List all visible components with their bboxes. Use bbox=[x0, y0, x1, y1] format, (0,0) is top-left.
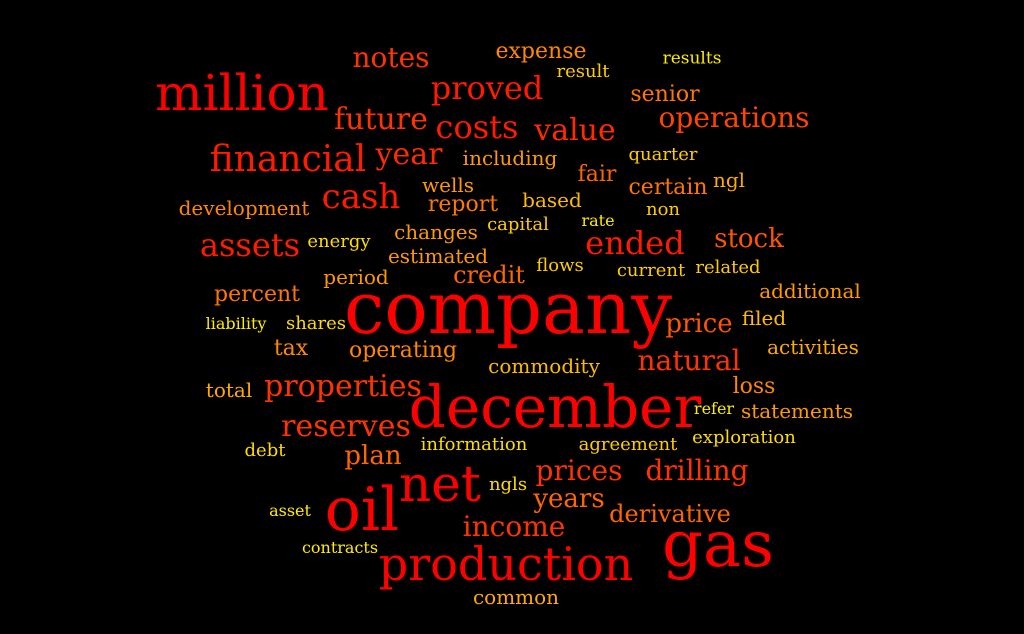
word-quarter: quarter bbox=[628, 144, 698, 165]
word-report: report bbox=[427, 192, 499, 217]
word-net: net bbox=[399, 455, 481, 513]
word-production: production bbox=[378, 537, 634, 591]
word-fair: fair bbox=[577, 162, 617, 187]
word-including: including bbox=[462, 146, 558, 170]
word-filed: filed bbox=[741, 306, 787, 330]
word-commodity: commodity bbox=[488, 354, 600, 378]
word-assets: assets bbox=[199, 226, 301, 264]
word-future: future bbox=[334, 102, 428, 137]
word-december: december bbox=[408, 373, 702, 441]
word-development: development bbox=[178, 196, 310, 220]
word-changes: changes bbox=[394, 220, 478, 244]
word-shares: shares bbox=[285, 313, 347, 334]
word-loss: loss bbox=[732, 374, 776, 399]
word-tax: tax bbox=[273, 336, 309, 361]
word-million: million bbox=[155, 64, 329, 122]
word-ngl: ngl bbox=[712, 168, 746, 192]
word-income: income bbox=[462, 510, 566, 543]
word-total: total bbox=[205, 378, 253, 402]
word-rate: rate bbox=[581, 211, 615, 230]
word-value: value bbox=[534, 113, 616, 148]
word-information: information bbox=[420, 434, 528, 455]
word-contracts: contracts bbox=[301, 538, 379, 557]
word-drilling: drilling bbox=[645, 454, 749, 487]
word-capital: capital bbox=[487, 214, 549, 235]
word-notes: notes bbox=[352, 41, 430, 74]
word-common: common bbox=[472, 585, 560, 609]
word-current: current bbox=[616, 260, 686, 281]
word-based: based bbox=[522, 188, 582, 212]
word-oil: oil bbox=[324, 475, 400, 545]
word-proved: proved bbox=[430, 69, 544, 107]
word-asset: asset bbox=[269, 501, 311, 520]
word-reserves: reserves bbox=[281, 409, 411, 444]
word-exploration: exploration bbox=[692, 427, 796, 448]
word-gas: gas bbox=[662, 508, 774, 582]
word-plan: plan bbox=[344, 441, 402, 471]
word-natural: natural bbox=[637, 344, 741, 377]
word-energy: energy bbox=[307, 231, 371, 252]
word-company: company bbox=[343, 266, 673, 350]
word-flows: flows bbox=[536, 255, 584, 276]
word-estimated: estimated bbox=[387, 244, 489, 268]
word-financial: financial bbox=[209, 139, 367, 180]
word-result: result bbox=[556, 61, 610, 82]
word-percent: percent bbox=[214, 282, 300, 307]
word-statements: statements bbox=[740, 399, 854, 423]
word-results: results bbox=[662, 48, 722, 69]
word-refer: refer bbox=[693, 399, 735, 418]
word-properties: properties bbox=[264, 369, 422, 404]
word-ended: ended bbox=[585, 224, 685, 262]
word-operating: operating bbox=[348, 338, 458, 363]
word-prices: prices bbox=[535, 454, 623, 487]
word-agreement: agreement bbox=[578, 434, 678, 455]
word-activities: activities bbox=[767, 335, 859, 359]
word-liability: liability bbox=[205, 314, 267, 333]
word-costs: costs bbox=[435, 108, 519, 146]
word-years: years bbox=[533, 484, 605, 514]
word-credit: credit bbox=[453, 261, 525, 289]
word-stock: stock bbox=[714, 224, 784, 254]
word-senior: senior bbox=[630, 82, 700, 107]
word-additional: additional bbox=[759, 279, 861, 303]
word-period: period bbox=[323, 265, 389, 289]
word-debt: debt bbox=[244, 440, 286, 461]
word-year: year bbox=[375, 137, 443, 172]
word-expense: expense bbox=[495, 39, 587, 64]
word-related: related bbox=[695, 257, 761, 278]
word-ngls: ngls bbox=[488, 474, 528, 495]
word-operations: operations bbox=[658, 101, 810, 134]
word-cash: cash bbox=[321, 177, 401, 217]
word-non: non bbox=[645, 199, 681, 220]
word-price: price bbox=[665, 309, 733, 339]
word-wells: wells bbox=[421, 173, 475, 197]
word-derivative: derivative bbox=[609, 500, 731, 528]
word-certain: certain bbox=[628, 175, 708, 200]
